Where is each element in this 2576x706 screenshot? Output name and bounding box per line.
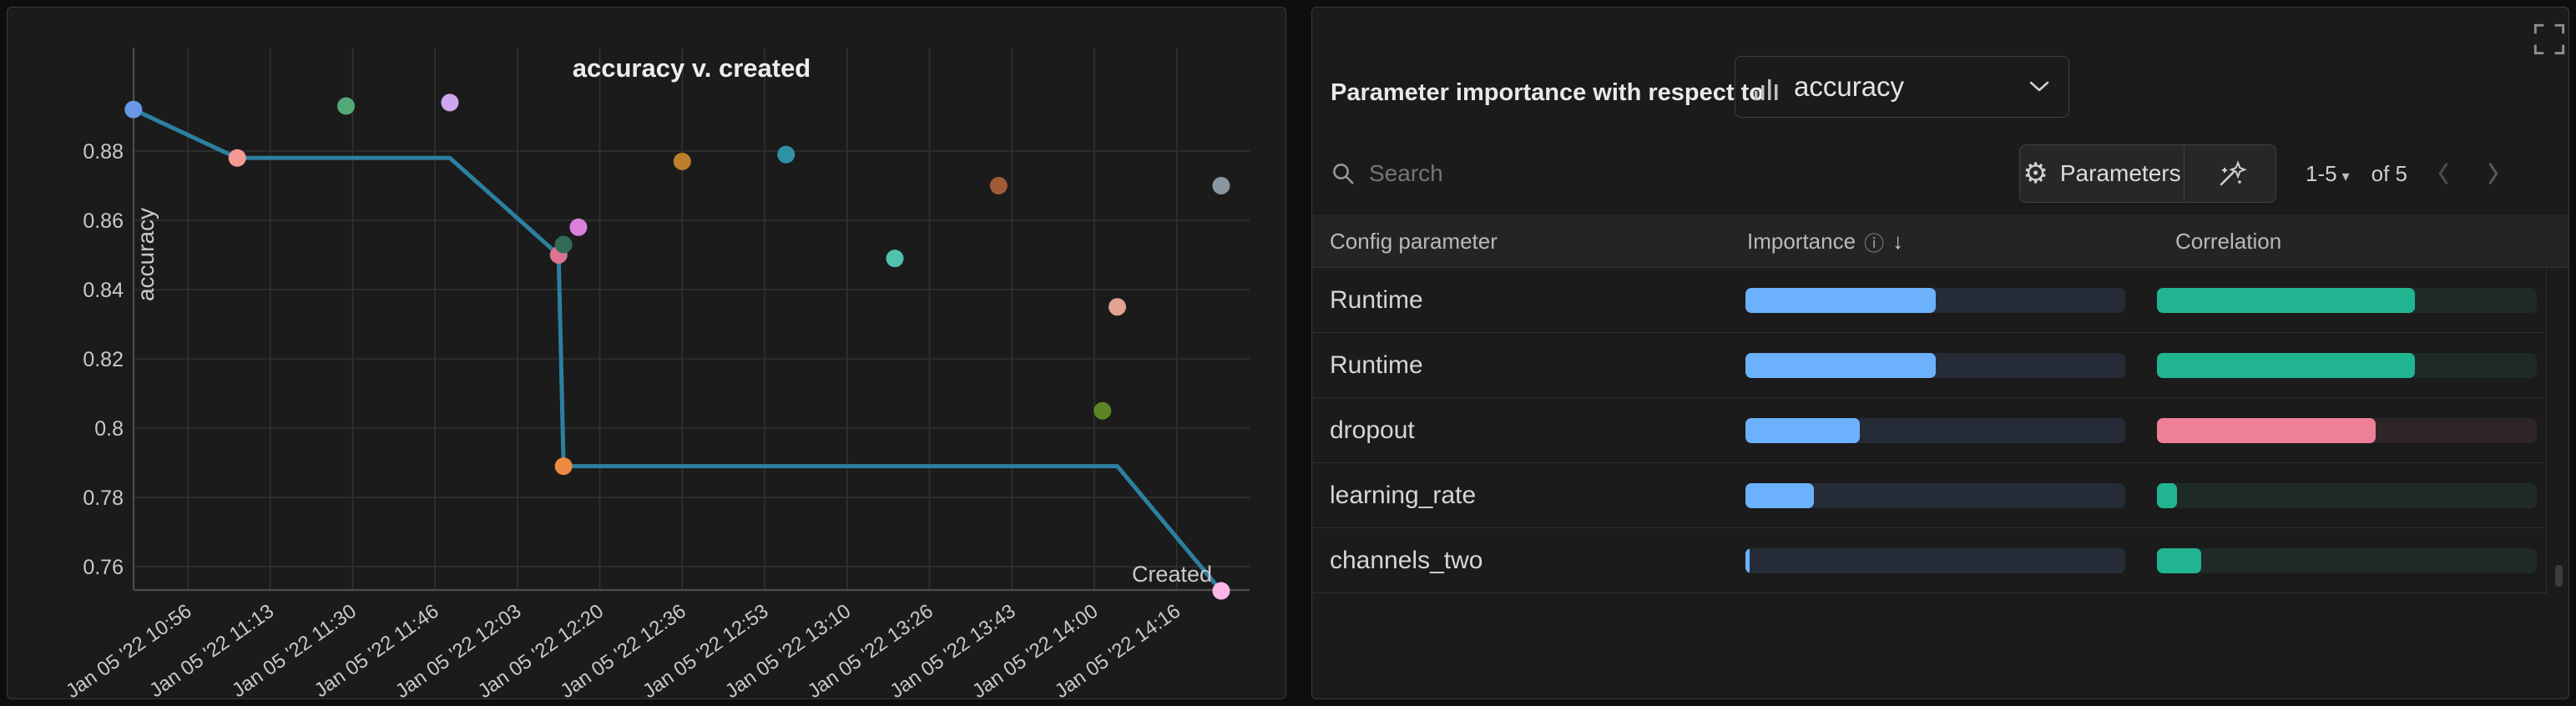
table-header: Config parameter Importance ⓘ ↓ Correlat… [1312,214,2568,268]
metric-dropdown-value: accuracy [1794,71,1905,102]
importance-bar-fill [1745,483,1814,508]
parameters-button-group: ⚙ Parameters [2019,144,2276,203]
search-input[interactable] [1367,159,1618,188]
parameter-importance-panel: Parameter importance with respect to acc… [1311,7,2569,699]
table-row[interactable]: learning_rate [1312,463,2546,528]
column-label: Config parameter [1330,228,1498,254]
scrollbar-thumb[interactable] [2555,565,2563,587]
next-page-button[interactable] [2479,159,2508,188]
importance-bar [1745,288,2125,313]
correlation-bar-fill [2157,353,2415,378]
bar-chart-icon [1755,79,1778,100]
parameters-button[interactable]: ⚙ Parameters [2020,145,2185,202]
info-icon: ⓘ [1864,232,1885,255]
page-range-label: 1-5 [2306,160,2337,186]
sort-desc-icon: ↓ [1892,228,1904,254]
importance-bar [1745,483,2125,508]
pagination: 1-5 ▾ of 5 [2306,144,2508,203]
metric-dropdown[interactable]: accuracy [1735,56,2069,118]
importance-bar [1745,353,2125,378]
search-box[interactable] [1331,144,1618,203]
chart-panel [7,7,1286,699]
correlation-bar [2157,548,2537,573]
page-range-dropdown[interactable]: 1-5 ▾ [2306,161,2350,187]
column-label: Importance [1747,228,1856,254]
table-row[interactable]: channels_two [1312,528,2546,593]
column-header-importance[interactable]: Importance ⓘ ↓ [1747,214,1903,268]
config-parameter-name: Runtime [1330,286,1423,314]
caret-down-icon: ▾ [2341,167,2350,184]
config-parameter-name: learning_rate [1330,482,1477,509]
search-icon [1333,164,1354,184]
config-parameter-name: Runtime [1330,351,1423,379]
importance-bar [1745,548,2125,573]
expand-panel-button[interactable] [2533,23,2566,56]
table-row[interactable]: dropout [1312,398,2546,463]
importance-bar-fill [1745,353,1936,378]
panel-title: Parameter importance with respect to [1331,79,1764,106]
page-total-label: of 5 [2371,160,2407,186]
gear-icon: ⚙ [2023,158,2048,189]
importance-bar-fill [1745,288,1936,313]
importance-bar-fill [1745,418,1860,443]
column-header-correlation: Correlation [2175,214,2281,268]
prev-page-button[interactable] [2429,159,2457,188]
magic-wand-icon [2220,160,2247,186]
fullscreen-icon [2533,23,2565,55]
correlation-bar [2157,288,2537,313]
chevron-left-icon [2438,163,2448,184]
correlation-bar-fill [2157,483,2177,508]
chevron-down-icon [2029,81,2049,92]
correlation-bar [2157,353,2537,378]
table-row[interactable]: Runtime [1312,268,2546,333]
importance-bar-fill [1745,548,1750,573]
parameters-button-label: Parameters [2059,160,2181,186]
config-parameter-name: dropout [1330,416,1415,444]
correlation-bar-fill [2157,548,2201,573]
table-toolbar: ⚙ Parameters 1-5▾ of 5 [1312,144,2568,203]
column-label: Correlation [2175,228,2282,254]
importance-bar [1745,418,2125,443]
config-parameter-name: channels_two [1330,547,1483,574]
correlation-bar [2157,418,2537,443]
magic-wand-button[interactable] [2185,145,2275,202]
table-row[interactable]: Runtime [1312,333,2546,398]
correlation-bar-fill [2157,288,2415,313]
chevron-right-icon [2488,163,2498,184]
correlation-bar [2157,483,2537,508]
column-header-config-parameter: Config parameter [1330,214,1498,268]
correlation-bar-fill [2157,418,2376,443]
